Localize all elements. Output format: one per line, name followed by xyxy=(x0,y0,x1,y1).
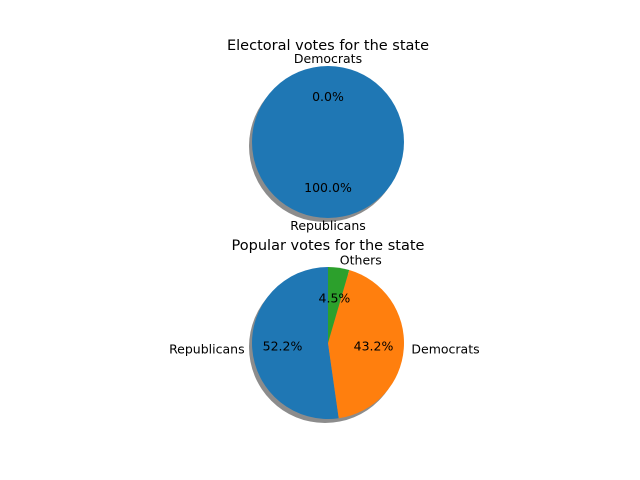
slice-label-democrats: Democrats xyxy=(294,51,362,66)
pct-label-democrats: 0.0% xyxy=(312,89,344,104)
electoral-pie: Republicans 100.0% Democrats 0.0% xyxy=(249,51,404,233)
pct-label-democrats: 43.2% xyxy=(354,339,394,354)
pie-slice-others xyxy=(328,267,350,343)
slice-label-democrats: Democrats xyxy=(411,341,479,356)
popular-pie: Republicans 52.2% Democrats 43.2% Others 4.5% xyxy=(169,253,480,423)
pct-label-others: 4.5% xyxy=(319,290,351,305)
pie-slice-republicans xyxy=(252,267,339,419)
pie-slice-democrats xyxy=(328,270,405,419)
pct-label-republicans: 52.2% xyxy=(263,339,303,354)
pie-slice-republicans xyxy=(252,66,404,218)
electoral-chart-title: Electoral votes for the state xyxy=(227,38,429,54)
pct-label-republicans: 100.0% xyxy=(304,180,352,195)
popular-chart-title: Popular votes for the state xyxy=(232,238,425,254)
slice-label-republicans: Republicans xyxy=(290,218,366,233)
electoral-votes-pie-chart: Electoral votes for the state Republican… xyxy=(227,38,429,233)
popular-votes-pie-chart: Popular votes for the state Republicans 5… xyxy=(169,238,480,423)
slice-label-others: Others xyxy=(340,253,382,268)
slice-label-republicans: Republicans xyxy=(169,341,245,356)
